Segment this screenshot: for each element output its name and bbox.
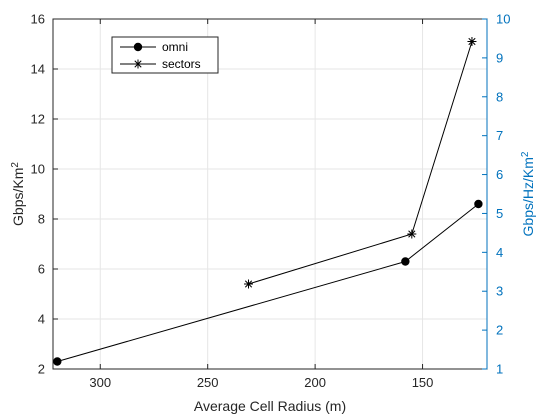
series-line-sectors [248, 41, 473, 285]
y-left-tick-label: 14 [31, 62, 45, 77]
y-left-tick-label: 4 [38, 312, 45, 327]
marker-stroke [408, 230, 416, 238]
legend-entries: omni sectors [120, 40, 201, 71]
x-axis-title: Average Cell Radius (m) [194, 398, 346, 414]
legend-marker [133, 42, 143, 52]
y-axis-right-title: Gbps/Hz/Km2 [520, 151, 537, 236]
series-sectors [244, 37, 477, 289]
y-right-tick-label: 9 [496, 50, 503, 65]
legend: omni sectors [111, 36, 219, 74]
y-axis-left-title-sup: 2 [10, 162, 21, 168]
x-tick-label: 150 [412, 375, 434, 390]
legend-label: omni [162, 40, 188, 54]
marker-stroke [134, 60, 142, 68]
marker-stroke [244, 280, 253, 288]
legend-entry-sectors: sectors [120, 57, 201, 71]
y-right-tick-label: 7 [496, 128, 503, 143]
y-axis-left-title-base: Gbps/Km [10, 168, 26, 226]
y-left-tick-label: 10 [31, 162, 45, 177]
y-left-tick-label: 12 [31, 112, 45, 127]
data-point-sectors [467, 37, 477, 46]
x-tick-label: 250 [197, 375, 219, 390]
y-right-tick-label: 6 [496, 167, 503, 182]
grid [53, 19, 487, 369]
y-axis-right-title-sup: 2 [520, 151, 531, 157]
marker-stroke [468, 37, 476, 46]
y-left-tick-label: 6 [38, 262, 45, 277]
y-right-tick-label: 5 [496, 206, 503, 221]
data-point-omni [53, 357, 62, 366]
series-omni [53, 199, 483, 366]
x-tick-label: 300 [89, 375, 111, 390]
y-right-tick-label: 4 [496, 245, 503, 260]
data-point-sectors [244, 279, 254, 289]
series-line-omni [57, 203, 479, 362]
data-point-sectors [407, 229, 417, 239]
series-layer [53, 37, 483, 366]
y-right-tick-label: 10 [496, 12, 510, 27]
legend-label: sectors [162, 57, 201, 71]
legend-entry-omni: omni [120, 40, 188, 54]
y-axis-left-title: Gbps/Km2 [10, 162, 27, 226]
legend-marker [133, 59, 143, 69]
y-left-tick-label: 16 [31, 12, 45, 27]
y-right-tick-label: 3 [496, 284, 503, 299]
y-right-tick-label: 2 [496, 323, 503, 338]
data-point-omni [474, 199, 483, 209]
y-left-tick-label: 2 [38, 362, 45, 377]
y-axis-right-title-base: Gbps/Hz/Km [520, 157, 536, 236]
data-point-omni [401, 257, 410, 266]
y-right-tick-label: 8 [496, 89, 503, 104]
y-right-tick-label: 1 [496, 362, 503, 377]
y-left-tick-label: 8 [38, 212, 45, 227]
x-tick-label: 200 [304, 375, 326, 390]
legend-box [111, 36, 219, 74]
